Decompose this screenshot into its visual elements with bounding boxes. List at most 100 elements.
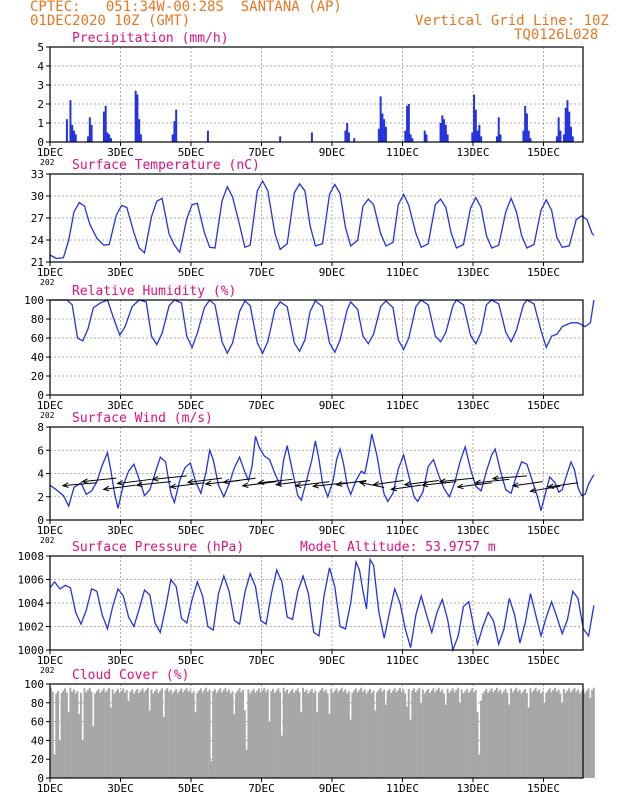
cloud-bar	[321, 687, 324, 778]
cloud-bar	[524, 688, 527, 778]
precip-bar	[175, 109, 178, 142]
cloud-bar	[254, 692, 257, 778]
x-tick-label: 9DEC	[319, 146, 346, 159]
cloud-bar	[580, 691, 583, 778]
precip-bar	[425, 134, 428, 142]
wind-arrow-head	[335, 481, 343, 487]
cloud-bar	[108, 687, 111, 778]
cloud-bar	[124, 692, 126, 778]
cloud-bar	[515, 687, 518, 778]
x-tick-label: 9DEC	[319, 654, 346, 667]
wind-arrow	[276, 479, 311, 486]
cloud-bar	[90, 691, 93, 778]
y-tick-label: 1008	[18, 550, 45, 563]
cloud-bar	[347, 691, 350, 778]
cloud-bar	[423, 693, 426, 778]
cloud-bar	[302, 687, 304, 778]
cloud-bar	[381, 691, 384, 778]
cloud-bar	[122, 688, 125, 778]
x-tick-label: 7DEC	[248, 654, 275, 667]
cloud-bar	[370, 692, 373, 778]
cloud-bar	[99, 692, 102, 778]
cloud-bar	[504, 688, 507, 778]
y-tick-label: 80	[31, 697, 44, 710]
cloud-bar	[569, 692, 572, 778]
precip-bar	[522, 130, 525, 142]
cloud-bar	[178, 690, 181, 778]
cloud-bar	[162, 716, 165, 778]
cloud-bar	[191, 693, 193, 778]
x-tick-label: 9DEC	[319, 399, 346, 412]
cloud-bar	[152, 693, 155, 778]
precip-bar	[474, 109, 477, 142]
wind-arrow	[391, 484, 422, 490]
cloud-bar	[74, 693, 77, 778]
cloud-bar	[395, 692, 398, 778]
precip-bar	[138, 119, 141, 142]
cloud-bar	[138, 692, 141, 778]
x-tick-label: 15DEC	[527, 654, 560, 667]
wind-arrow	[457, 482, 492, 488]
cloud-bar	[541, 691, 544, 778]
cloud-bar	[294, 690, 297, 778]
cloud-bar	[127, 700, 130, 778]
cloud-bar	[171, 693, 174, 778]
cloud-bar	[224, 687, 227, 778]
cloud-bar	[169, 689, 172, 778]
cloud-bar	[571, 690, 574, 778]
cloud-bar	[487, 692, 490, 778]
cloud-bar	[578, 693, 581, 778]
cloud-bar	[557, 689, 560, 778]
precip-bar	[480, 136, 483, 142]
cloud-bar	[575, 691, 578, 778]
cloud-bar	[561, 702, 564, 778]
cloud-bar	[339, 690, 341, 778]
cloud-bar	[323, 691, 326, 778]
wind-vectors	[61, 475, 579, 494]
cloud-bar	[310, 688, 313, 778]
x-tick-label: 11DEC	[386, 524, 419, 537]
cloud-bar	[360, 687, 363, 778]
cloud-bar	[529, 688, 532, 778]
cloud-bar	[372, 690, 375, 778]
wind-arrow-head	[358, 480, 367, 487]
panel-4	[46, 555, 595, 654]
cloud-bar	[379, 687, 382, 778]
cloud-bar	[53, 754, 56, 778]
cloud-bar	[492, 692, 495, 778]
y-tick-label: 0	[37, 514, 44, 527]
wind-arrow-head	[135, 481, 143, 488]
cloud-bar	[242, 690, 245, 778]
cloud-bar	[69, 687, 72, 778]
y-tick-label: 1006	[18, 574, 45, 587]
wind-arrow	[152, 475, 187, 480]
x-tick-label: 3DEC	[107, 654, 134, 667]
cloud-bar	[203, 690, 206, 778]
y-tick-label: 5	[37, 41, 44, 54]
wind-arrow	[492, 475, 527, 480]
cloud-bar	[511, 692, 514, 778]
cloud-bar	[83, 688, 86, 778]
x-tick-label: 11DEC	[386, 266, 419, 279]
y-tick-label: 3	[37, 79, 44, 92]
cloud-bar	[349, 719, 352, 778]
panel-title: Precipitation (mm/h)	[72, 31, 229, 46]
precip-bar	[446, 134, 449, 142]
x-tick-label: 11DEC	[386, 146, 419, 159]
wind-arrow	[170, 482, 205, 488]
cloud-bar	[383, 689, 386, 778]
cloud-bar	[376, 692, 379, 778]
cloud-bar	[520, 693, 523, 778]
cloud-bar	[164, 690, 167, 778]
cloud-bar	[97, 688, 100, 778]
wind-arrow	[103, 484, 136, 490]
cloud-bar	[102, 688, 105, 778]
cloud-bar	[219, 688, 222, 778]
y-tick-label: 1000	[18, 644, 45, 657]
wind-arrow	[117, 478, 152, 485]
cloud-bar	[220, 692, 223, 778]
cloud-bar	[527, 707, 530, 778]
precip-bar	[571, 136, 574, 142]
cloud-bar	[307, 693, 310, 778]
header-grid-line: Vertical Grid Line: 10Z	[415, 13, 609, 29]
